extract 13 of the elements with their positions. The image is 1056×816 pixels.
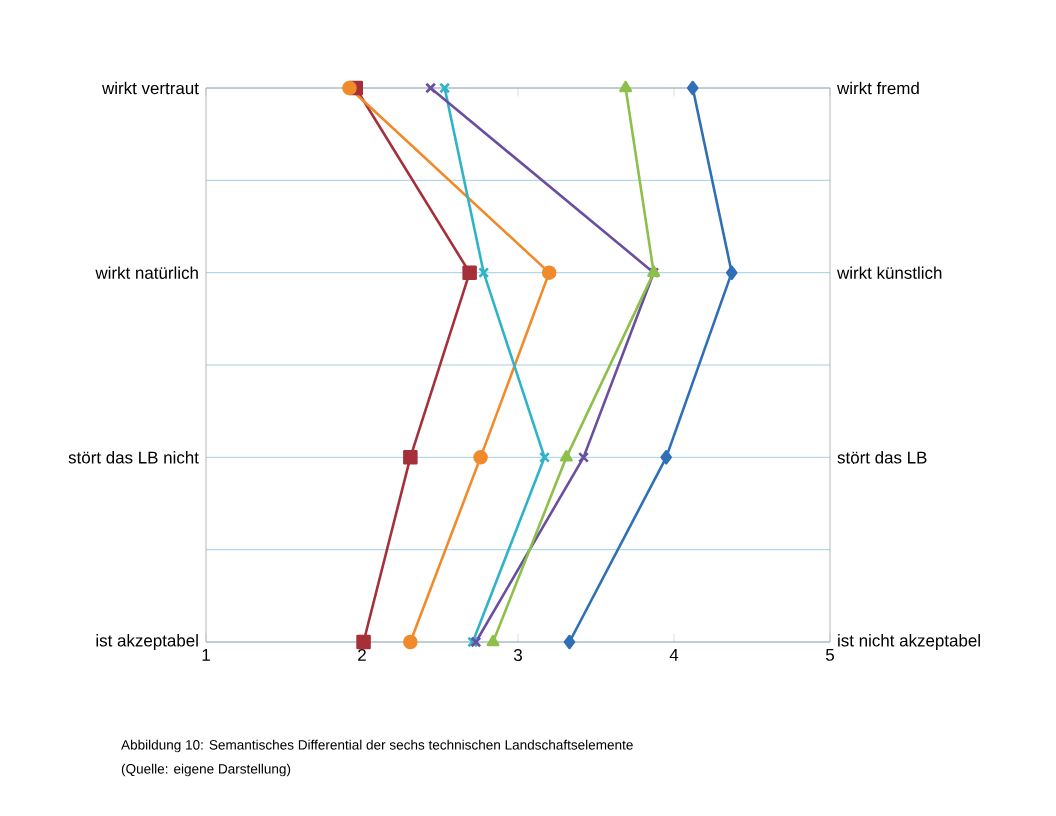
x-tick-label: 5 [825, 649, 835, 661]
x-tick-label: 3 [513, 649, 522, 662]
x-tick-label: 4 [669, 649, 679, 661]
y-tick-label: stört das LB nicht [68, 451, 199, 464]
y-tick-label: wirkt natürlich [95, 266, 198, 279]
y-tick-label: wirkt vertraut [102, 81, 199, 95]
y2-tick-label: stört das LB [837, 451, 927, 464]
y2-tick-label: wirkt fremd [837, 81, 919, 95]
x-tick-label: 2 [358, 649, 366, 661]
y2-tick-label: wirkt künstlich [837, 266, 942, 279]
y-tick-label: ist akzeptabel [96, 634, 198, 650]
y2-tick-label: ist nicht akzeptabel [838, 634, 980, 650]
x-tick-label: 1 [202, 649, 210, 661]
